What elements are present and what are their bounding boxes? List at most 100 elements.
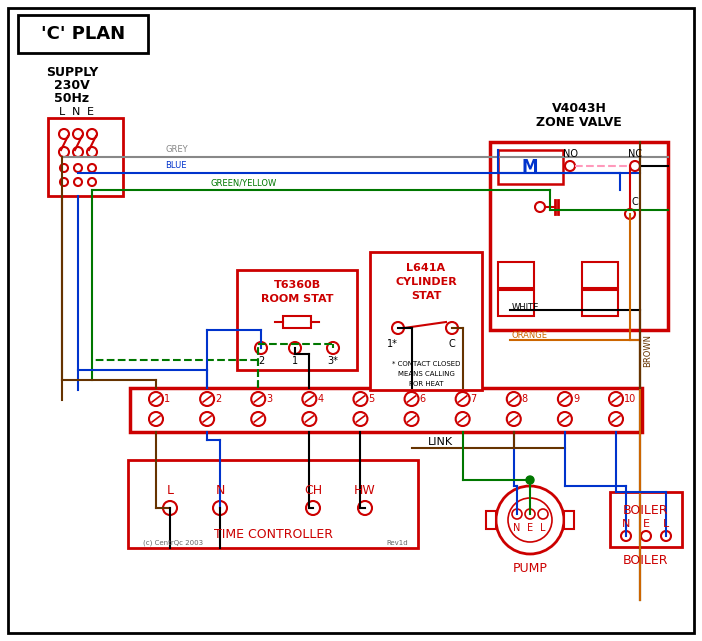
Text: L: L	[166, 483, 173, 497]
Circle shape	[358, 501, 372, 515]
Text: MEANS CALLING: MEANS CALLING	[397, 371, 454, 377]
Circle shape	[88, 164, 96, 172]
FancyBboxPatch shape	[283, 316, 311, 328]
Text: NC: NC	[628, 149, 642, 159]
FancyBboxPatch shape	[498, 150, 563, 184]
Circle shape	[73, 147, 83, 157]
Text: 3*: 3*	[328, 356, 338, 366]
Circle shape	[661, 531, 671, 541]
Circle shape	[149, 412, 163, 426]
Circle shape	[74, 178, 82, 186]
Circle shape	[609, 392, 623, 406]
Text: 1: 1	[164, 394, 170, 404]
Circle shape	[508, 498, 552, 542]
Text: 'C' PLAN: 'C' PLAN	[41, 25, 125, 43]
Text: E: E	[527, 523, 533, 533]
Text: PUMP: PUMP	[512, 562, 548, 574]
Circle shape	[149, 392, 163, 406]
FancyBboxPatch shape	[237, 270, 357, 370]
Text: M: M	[522, 158, 538, 176]
FancyBboxPatch shape	[582, 290, 618, 316]
Circle shape	[456, 412, 470, 426]
Circle shape	[630, 161, 640, 171]
Circle shape	[306, 501, 320, 515]
Circle shape	[353, 412, 367, 426]
FancyBboxPatch shape	[130, 388, 642, 432]
Text: 1: 1	[292, 356, 298, 366]
Text: GREEN/YELLOW: GREEN/YELLOW	[210, 178, 277, 187]
Circle shape	[255, 342, 267, 354]
Circle shape	[213, 501, 227, 515]
Circle shape	[163, 501, 177, 515]
Text: 5: 5	[369, 394, 375, 404]
FancyBboxPatch shape	[48, 118, 123, 196]
Text: C: C	[449, 339, 456, 349]
Text: L: L	[663, 519, 669, 529]
Circle shape	[251, 412, 265, 426]
Text: V4043H: V4043H	[552, 101, 607, 115]
Text: ZONE VALVE: ZONE VALVE	[536, 115, 622, 128]
Text: BOILER: BOILER	[623, 503, 669, 517]
Circle shape	[404, 392, 418, 406]
Text: SUPPLY: SUPPLY	[46, 65, 98, 78]
Text: GREY: GREY	[165, 145, 187, 154]
Circle shape	[507, 412, 521, 426]
Text: L: L	[59, 107, 65, 117]
FancyBboxPatch shape	[490, 142, 668, 330]
Text: 230V: 230V	[54, 78, 90, 92]
Text: 4: 4	[317, 394, 324, 404]
Text: N: N	[72, 107, 80, 117]
Text: E: E	[642, 519, 649, 529]
Text: 2: 2	[215, 394, 221, 404]
Text: TIME CONTROLLER: TIME CONTROLLER	[213, 528, 333, 540]
Circle shape	[59, 129, 69, 139]
Circle shape	[392, 322, 404, 334]
Circle shape	[535, 202, 545, 212]
Circle shape	[353, 392, 367, 406]
Text: ROOM STAT: ROOM STAT	[260, 294, 333, 304]
Text: 6: 6	[420, 394, 425, 404]
FancyBboxPatch shape	[18, 15, 148, 53]
FancyBboxPatch shape	[370, 252, 482, 390]
Circle shape	[526, 476, 534, 484]
Text: WHITE: WHITE	[512, 303, 539, 312]
Text: L: L	[541, 523, 545, 533]
Circle shape	[87, 129, 97, 139]
FancyBboxPatch shape	[8, 8, 694, 633]
Text: T6360B: T6360B	[274, 280, 321, 290]
Circle shape	[496, 486, 564, 554]
Circle shape	[59, 147, 69, 157]
Circle shape	[538, 509, 548, 519]
FancyBboxPatch shape	[128, 460, 418, 548]
FancyBboxPatch shape	[582, 262, 618, 288]
Circle shape	[641, 531, 651, 541]
Text: (c) CentrQc 2003: (c) CentrQc 2003	[143, 540, 203, 546]
Text: BLUE: BLUE	[165, 161, 187, 170]
Circle shape	[456, 392, 470, 406]
Circle shape	[565, 161, 575, 171]
Text: FOR HEAT: FOR HEAT	[409, 381, 443, 387]
Text: 8: 8	[522, 394, 528, 404]
Circle shape	[303, 412, 317, 426]
Circle shape	[446, 322, 458, 334]
Text: N: N	[513, 523, 521, 533]
Circle shape	[507, 392, 521, 406]
Circle shape	[74, 164, 82, 172]
Circle shape	[327, 342, 339, 354]
Text: 9: 9	[573, 394, 579, 404]
Circle shape	[625, 209, 635, 219]
Text: 7: 7	[470, 394, 477, 404]
Text: LINK: LINK	[428, 437, 453, 447]
Text: BROWN: BROWN	[643, 333, 652, 367]
Text: ORANGE: ORANGE	[512, 331, 548, 340]
FancyBboxPatch shape	[564, 511, 574, 529]
FancyBboxPatch shape	[498, 262, 534, 288]
Circle shape	[558, 392, 572, 406]
FancyBboxPatch shape	[486, 511, 496, 529]
Text: * CONTACT CLOSED: * CONTACT CLOSED	[392, 361, 461, 367]
Text: 10: 10	[624, 394, 636, 404]
Circle shape	[303, 392, 317, 406]
Circle shape	[200, 412, 214, 426]
Text: E: E	[86, 107, 93, 117]
Text: N: N	[622, 519, 630, 529]
